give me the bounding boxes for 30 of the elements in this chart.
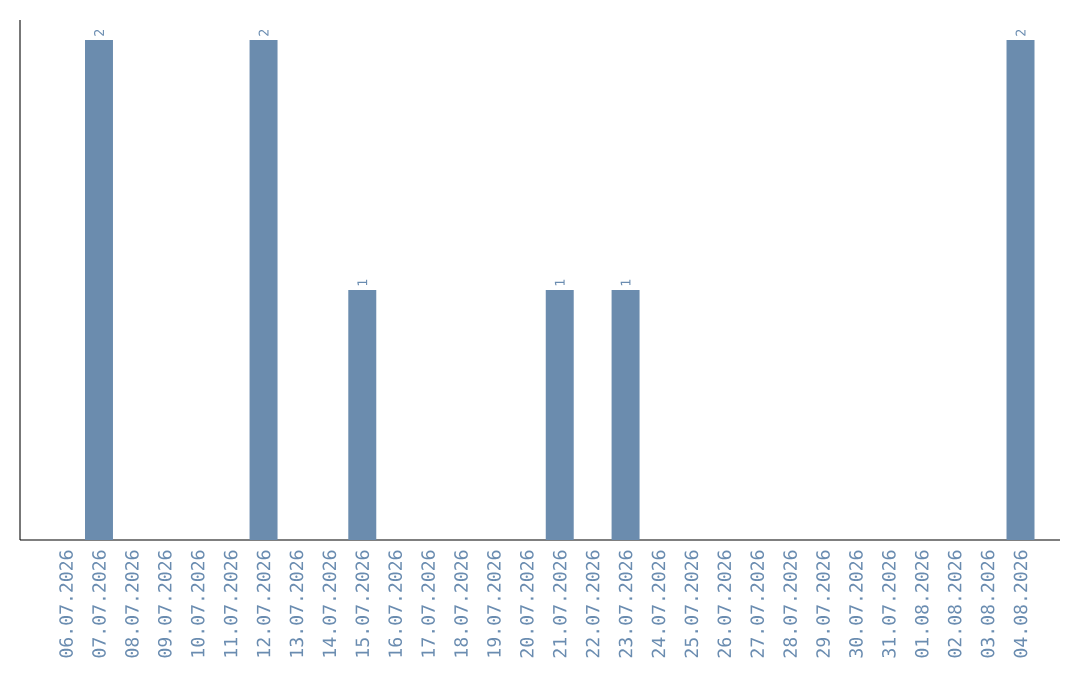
x-tick-label: 26.07.2026 [717,550,732,658]
x-tick-label: 06.07.2026 [59,550,73,658]
x-tick-label: 13.07.2026 [289,550,304,657]
x-tick-label: 22.07.2026 [585,550,600,658]
x-tick-label: 24.07.2026 [651,550,666,658]
x-tick-label: 30.07.2026 [849,550,863,658]
x-tick-label: 21.07.2026 [552,550,567,658]
x-tick-label: 29.07.2026 [816,550,830,658]
x-tick-label: 12.07.2026 [256,550,271,657]
x-tick-label: 10.07.2026 [190,550,205,657]
x-tick-label: 25.07.2026 [684,550,699,658]
x-tick-label: 19.07.2026 [487,550,501,657]
x-tick-label: 18.07.2026 [454,550,468,657]
x-tick-label: 31.07.2026 [882,550,896,658]
x-tick-label: 02.08.2026 [947,550,962,658]
x-tick-label: 04.08.2026 [1013,550,1028,658]
x-tick-label: 09.07.2026 [157,550,172,658]
x-tick-label: 01.08.2026 [914,550,929,658]
x-tick-label: 03.08.2026 [980,550,995,658]
x-tick-label: 27.07.2026 [750,550,765,658]
x-tick-label: 15.07.2026 [355,550,370,657]
x-tick-label: 20.07.2026 [519,550,534,658]
x-tick-label: 16.07.2026 [388,550,403,657]
x-tick-label: 17.07.2026 [421,550,435,657]
x-tick-label: 07.07.2026 [92,550,106,658]
x-tick-label: 14.07.2026 [322,550,337,657]
x-tick-label: 08.07.2026 [125,550,139,658]
x-tick-label: 23.07.2026 [618,550,633,658]
x-tick-label: 11.07.2026 [223,550,238,657]
x-tick-label: 28.07.2026 [783,550,797,658]
